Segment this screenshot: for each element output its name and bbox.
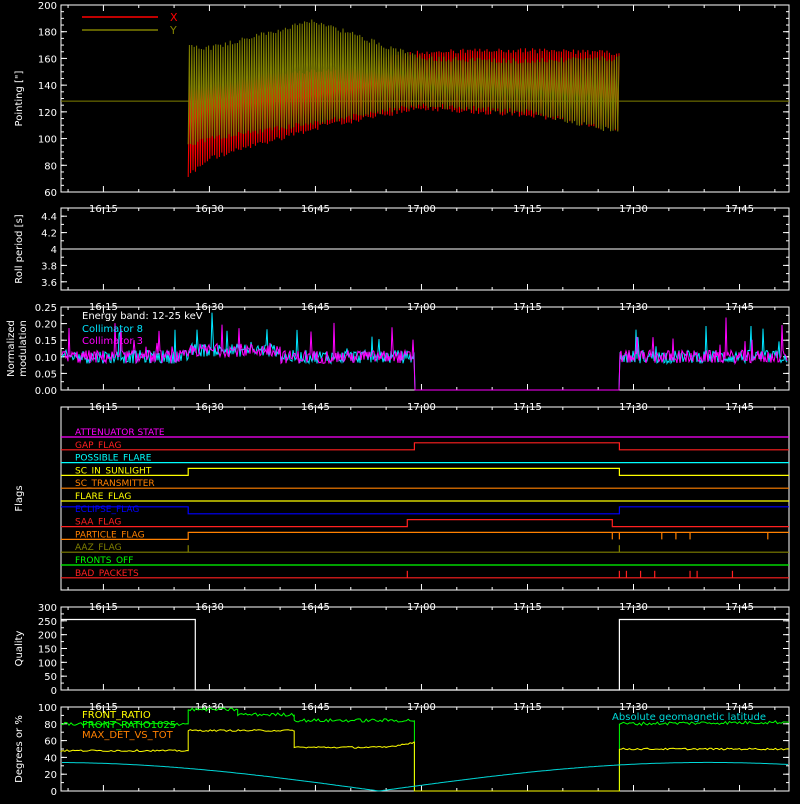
flag-trace [61,506,789,515]
y-tick-label: 60 [44,188,57,199]
y-tick-label: 0.20 [35,320,57,331]
flag-trace [61,519,789,528]
flag-label-fronts-off: FRONTS_OFF [75,556,133,566]
flag-label-saa-flag: SAA_FLAG [75,518,121,528]
flag-row: GAP_FLAG [61,441,789,451]
flag-row: SC_IN_SUNLIGHT [61,466,789,476]
flag-label-sc-transmitter: SC_TRANSMITTER [75,479,155,489]
flag-label-particle-flag: PARTICLE_FLAG [75,530,145,540]
quality-line [61,618,789,691]
y-tick-label: 0 [51,787,57,798]
y-tick-label: 4.4 [41,212,57,223]
y-tick-label: 3.6 [41,278,57,289]
y-tick-label: 0 [51,686,57,697]
y-tick-label: 80 [44,720,57,731]
flag-row: SC_TRANSMITTER [61,479,789,489]
legend-label-front-ratio1025: FRONT_RATIO1025 [82,720,176,731]
flag-row: BAD_PACKETS [61,569,789,579]
y-axis-label: Quality [14,631,25,667]
flag-trace [61,467,789,476]
y-tick-label: 200 [38,631,57,642]
y-tick-label: 160 [38,54,57,65]
y-axis-label: Roll period [s] [14,214,25,283]
flag-label-sc-in-sunlight: SC_IN_SUNLIGHT [75,466,152,476]
legend-label-x: X [170,11,178,24]
y-tick-label: 140 [38,81,57,92]
y-tick-label: 180 [38,28,57,39]
flag-label-attenuator-state: ATTENUATOR STATE [75,428,165,438]
flag-row: AAZ_FLAG [61,543,789,553]
flag-label-eclipse-flag: ECLIPSE_FLAG [75,505,139,515]
y-tick-label: 300 [38,603,57,614]
y-tick-label: 3.8 [41,261,57,272]
flags-panel: 16:15 16:30 16:45 17:00 17:15 17:30 17:45Flags… [14,406,790,613]
flag-trace [61,531,789,540]
y-tick-label: 40 [44,753,57,764]
pointing-series-y [187,19,620,146]
y-axis-label: modulation [18,320,29,377]
y-axis-label: Pointing ["] [14,70,25,126]
y-tick-label: 120 [38,108,57,119]
y-tick-label: 250 [38,617,57,628]
flag-row: FLARE_FLAG [61,492,789,502]
y-axis-label: Degrees or % [14,715,25,783]
y-tick-label: 150 [38,645,57,656]
y-tick-label: 50 [44,672,57,683]
legend-label-front-ratio: FRONT_RATIO [82,710,151,721]
flag-label-flare-flag: FLARE_FLAG [75,492,131,502]
y-tick-label: 100 [38,703,57,714]
y-tick-label: 4 [51,245,57,256]
modulation-series-collimator3 [61,317,788,391]
y-tick-label: 100 [38,658,57,669]
ratios-panel: 0 20 40 60 80 100 Degrees or % FRONT_RATIOFRONT… [14,703,790,798]
y-tick-label: 200 [38,1,57,12]
y-tick-label: 4.2 [41,229,57,240]
flag-label-possible-flare: POSSIBLE_FLARE [75,454,152,464]
flag-row: FRONTS_OFF [61,556,789,566]
flag-row: ATTENUATOR STATE [61,428,789,438]
y-axis-label: Normalized [6,320,17,377]
y-tick-label: 80 [44,161,57,172]
y-tick-label: 0.15 [35,336,57,347]
y-tick-label: 0.00 [35,386,57,397]
ratio-series-max-det-vs-tot [60,729,790,792]
flag-trace [61,442,789,451]
legend-label-max-det: MAX_DET_VS_TOT [82,730,174,741]
legend-label-collimator8: Collimator 8 [82,324,143,335]
legend-label-collimator3: Collimator 3 [82,336,143,347]
energy-band-label: Energy band: 12-25 keV [82,311,203,322]
flag-row: SAA_FLAG [61,518,789,528]
flag-row: ECLIPSE_FLAG [61,505,789,515]
flag-label-gap-flag: GAP_FLAG [75,441,121,451]
flag-label-bad-packets: BAD_PACKETS [75,569,139,579]
y-tick-label: 20 [44,770,57,781]
y-axis-label: Flags [14,485,25,511]
legend-label-latitude: Absolute geomagnetic latitude [612,712,766,723]
y-tick-label: 100 [38,135,57,146]
flags-panel-frame [60,406,790,591]
flag-row: POSSIBLE_FLARE [61,454,789,464]
y-tick-label: 0.05 [35,369,57,380]
y-tick-label: 0.10 [35,353,57,364]
y-tick-label: 0.25 [35,303,57,314]
legend-label-y: Y [169,24,177,37]
flag-row: PARTICLE_FLAG [61,530,789,540]
y-tick-label: 60 [44,737,57,748]
ratio-series-absolute-geomagnetic-latitude [62,761,789,792]
flag-label-aaz-flag: AAZ_FLAG [75,543,122,553]
